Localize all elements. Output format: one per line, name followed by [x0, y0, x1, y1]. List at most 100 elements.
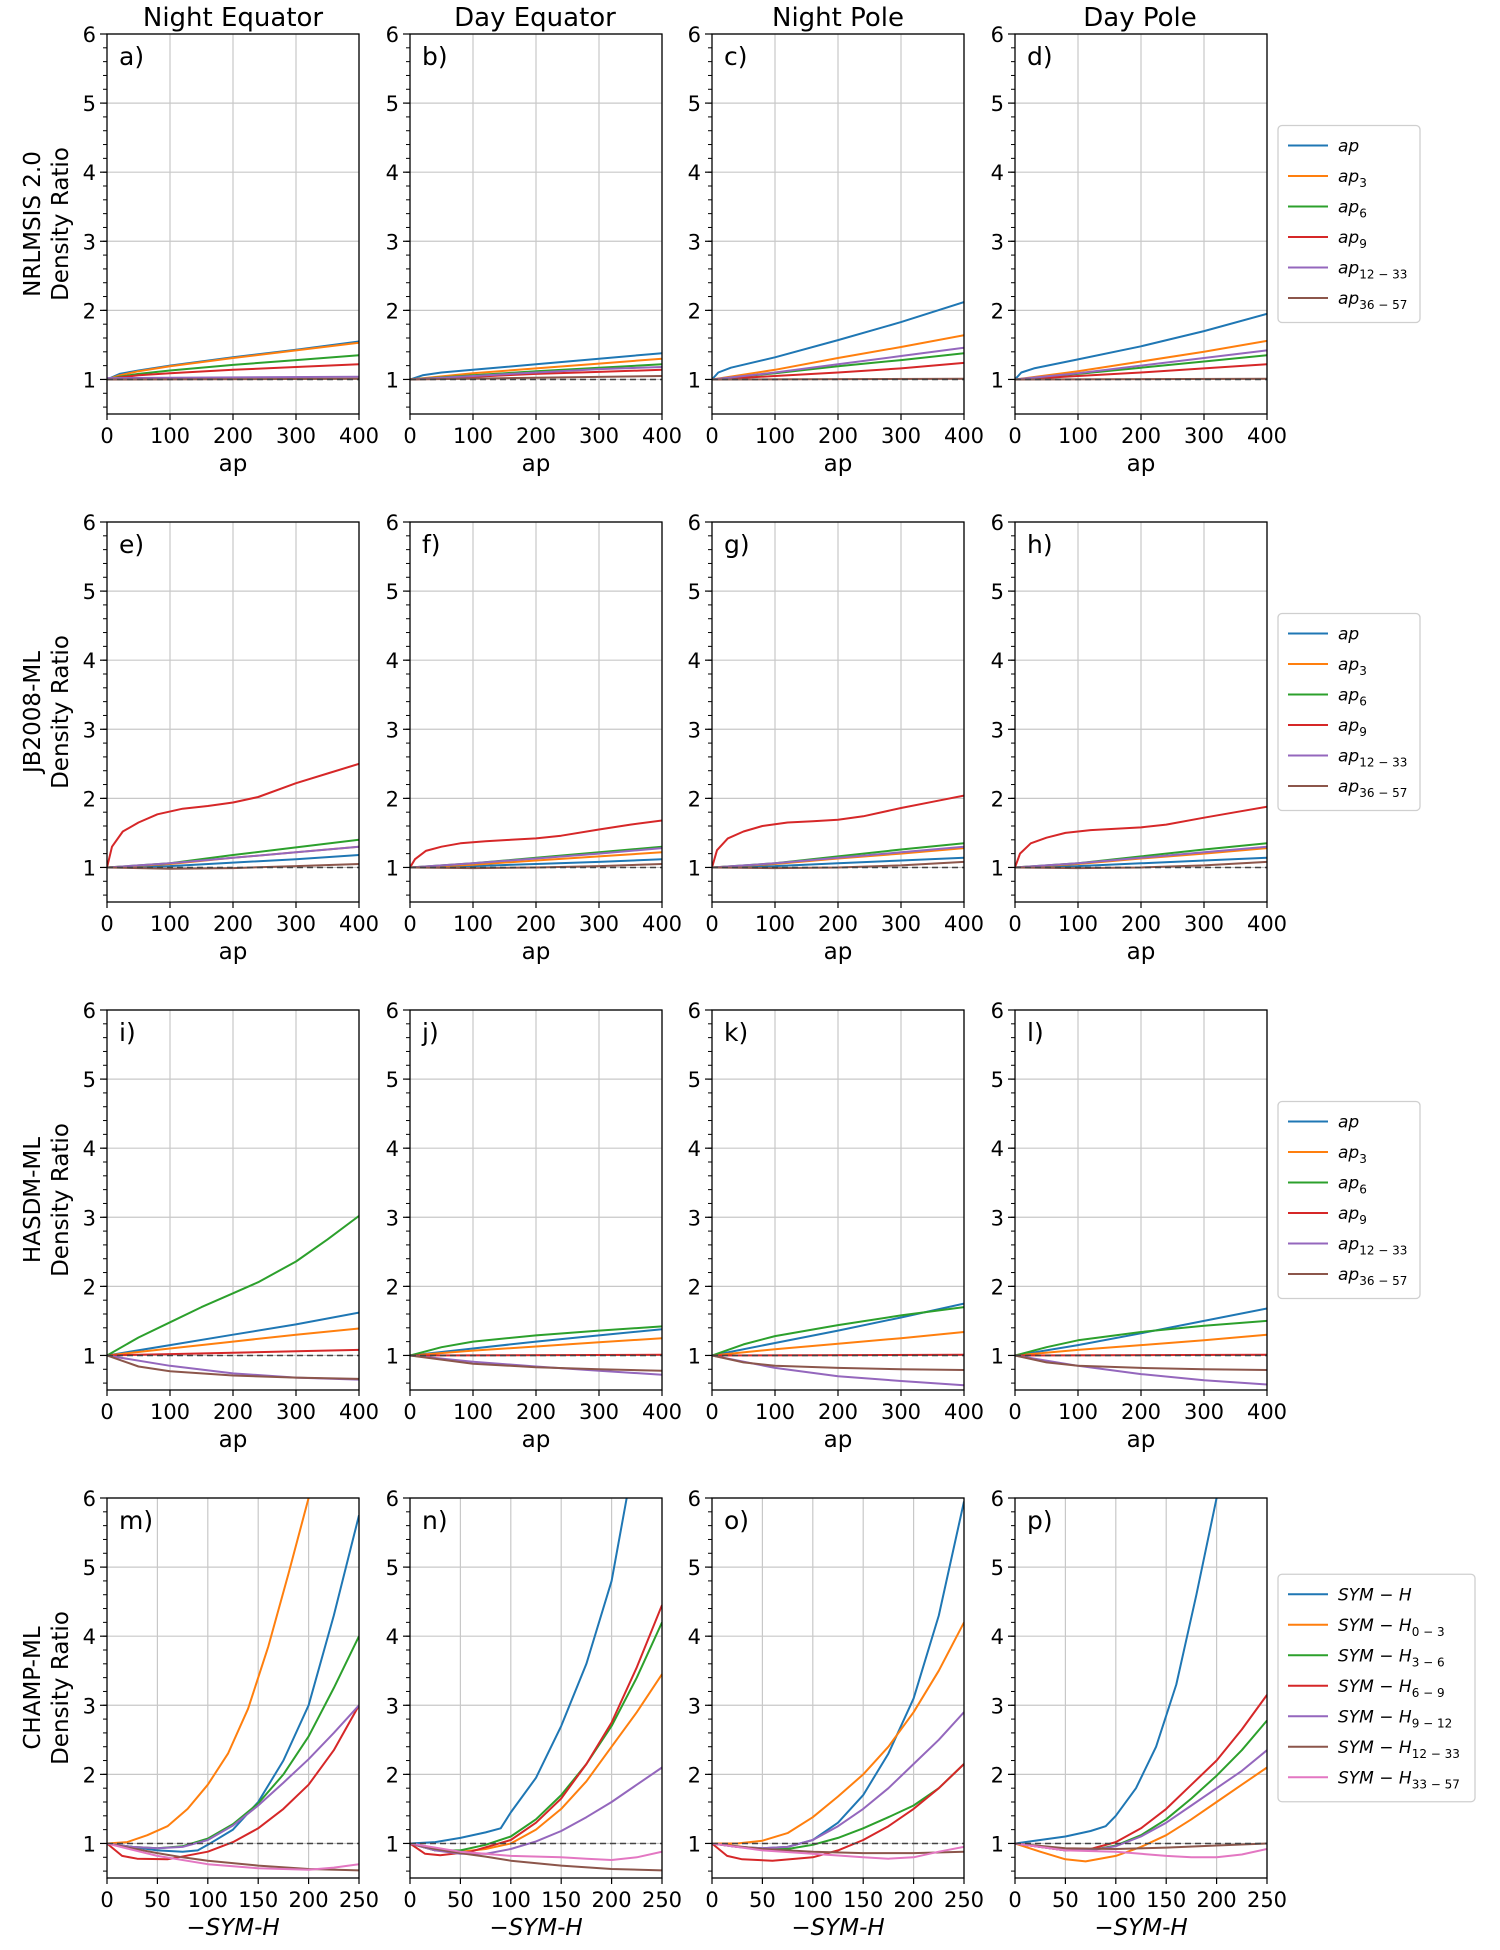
y-tick-label: 3	[991, 1694, 1004, 1718]
y-tick-label: 3	[688, 718, 701, 742]
y-tick-label: 4	[83, 161, 96, 185]
x-tick-label: 100	[755, 424, 795, 448]
x-tick-label: 300	[579, 424, 619, 448]
y-tick-label: 2	[83, 787, 96, 811]
x-tick-label: 100	[150, 1400, 190, 1424]
legend-entry-subscript: 12 − 33	[1359, 268, 1407, 282]
legend-entry: ap36 − 57	[1338, 1265, 1407, 1288]
x-tick-label: 0	[1008, 912, 1021, 936]
legend-entry-subscript: 9 − 12	[1412, 1716, 1453, 1730]
x-tick-label: 250	[339, 1888, 379, 1912]
x-tick-label: 300	[1184, 424, 1224, 448]
y-tick-label: 6	[991, 1487, 1004, 1511]
series-line-2	[712, 334, 964, 381]
series-line-1	[107, 854, 359, 869]
panel-a: 0 100 200 300 400 1 2 3 4 5 6 ap a)	[83, 23, 379, 477]
panel-e: 0 100 200 300 400 1 2 3 4 5 6 ap e)	[83, 511, 379, 965]
series-line-6	[712, 1842, 964, 1855]
panel-label: l)	[1027, 1018, 1044, 1047]
legend-entry: SYM − H3 − 6	[1338, 1646, 1445, 1669]
x-tick-label: 100	[755, 1400, 795, 1424]
y-tick-label: 5	[991, 580, 1004, 604]
y-tick-label: 5	[688, 92, 701, 116]
legend-entry: ap6	[1338, 1174, 1367, 1197]
legend-entry-base: ap	[1338, 137, 1359, 157]
y-tick-label: 3	[991, 1206, 1004, 1230]
y-tick-label: 3	[688, 1206, 701, 1230]
legend-entry-base: ap	[1338, 198, 1359, 218]
panel-label: g)	[724, 530, 750, 559]
x-axis-label: ap	[219, 939, 248, 965]
y-tick-label: 1	[386, 856, 399, 880]
x-tick-label: 0	[100, 1400, 113, 1424]
panel-label: k)	[724, 1018, 748, 1047]
legend-entry-subscript: 6 − 9	[1412, 1686, 1445, 1700]
legend-entry-subscript: 3 − 6	[1412, 1655, 1445, 1669]
series-line-4	[712, 361, 964, 381]
x-tick-label: 0	[1008, 424, 1021, 448]
y-tick-label: 1	[688, 856, 701, 880]
x-tick-label: 250	[944, 1888, 984, 1912]
series-line-1	[410, 1498, 628, 1845]
legend-entry-subscript: 3	[1359, 176, 1367, 190]
row-label: JB2008-MLDensity Ratio	[20, 635, 74, 789]
series-line-1	[107, 1515, 359, 1853]
y-tick-label: 6	[83, 511, 96, 535]
legend-entry-base: ap	[1338, 747, 1359, 767]
x-tick-label: 0	[100, 424, 113, 448]
y-tick-label: 3	[386, 230, 399, 254]
y-tick-label: 1	[386, 1832, 399, 1856]
series-line-2	[1015, 1333, 1267, 1357]
y-tick-label: 4	[688, 1625, 701, 1649]
legend-entry-base: SYM − H	[1338, 1738, 1412, 1758]
x-tick-label: 400	[339, 1400, 379, 1424]
x-tick-label: 300	[1184, 1400, 1224, 1424]
x-tick-label: 0	[403, 424, 416, 448]
series-line-1	[1015, 856, 1267, 869]
x-tick-label: 0	[403, 912, 416, 936]
x-tick-label: 200	[818, 424, 858, 448]
column-title-3: Night Pole	[772, 3, 904, 33]
row-label: HASDM-MLDensity Ratio	[20, 1123, 74, 1277]
legend-entry: ap6	[1338, 686, 1367, 709]
y-tick-label: 4	[688, 649, 701, 673]
x-tick-label: 300	[276, 912, 316, 936]
axes-frame	[711, 1497, 965, 1879]
y-tick-label: 1	[688, 1344, 701, 1368]
x-tick-label: 300	[1184, 912, 1224, 936]
legend-entry-base: ap	[1338, 655, 1359, 675]
y-tick-label: 5	[386, 1068, 399, 1092]
legend-entry: ap12 − 33	[1338, 747, 1407, 770]
x-tick-label: 400	[642, 1400, 682, 1424]
x-axis-label: ap	[824, 451, 853, 477]
legend-entry: SYM − H9 − 12	[1338, 1707, 1452, 1730]
series-line-1	[712, 301, 964, 381]
x-tick-label: 250	[1247, 1888, 1287, 1912]
x-tick-label: 200	[818, 912, 858, 936]
series-line-5	[107, 845, 359, 869]
legend-entry-base: ap	[1338, 716, 1359, 736]
y-tick-label: 6	[83, 999, 96, 1023]
x-tick-label: 0	[705, 1400, 718, 1424]
legend-entry-subscript: 12 − 33	[1359, 1244, 1407, 1258]
y-tick-label: 2	[688, 299, 701, 323]
y-tick-label: 4	[386, 1625, 399, 1649]
series-group	[712, 1501, 964, 1862]
legend-entry: SYM − H	[1338, 1585, 1412, 1605]
legend-entry: SYM − H33 − 57	[1338, 1768, 1460, 1791]
x-axis-label: ap	[219, 451, 248, 477]
y-tick-label: 4	[386, 1137, 399, 1161]
y-tick-label: 4	[991, 1625, 1004, 1649]
x-tick-label: 400	[944, 912, 984, 936]
y-tick-label: 1	[83, 856, 96, 880]
series-line-2	[410, 357, 662, 381]
x-tick-label: 400	[339, 912, 379, 936]
legend-entry-base: ap	[1338, 1265, 1359, 1285]
y-tick-label: 1	[83, 368, 96, 392]
x-tick-label: 400	[1247, 1400, 1287, 1424]
legend-entry-base: SYM − H	[1338, 1616, 1412, 1636]
legend-entry-base: SYM − H	[1338, 1768, 1412, 1788]
series-line-2	[712, 1331, 964, 1357]
row-label-line: JB2008-ML	[20, 651, 46, 775]
